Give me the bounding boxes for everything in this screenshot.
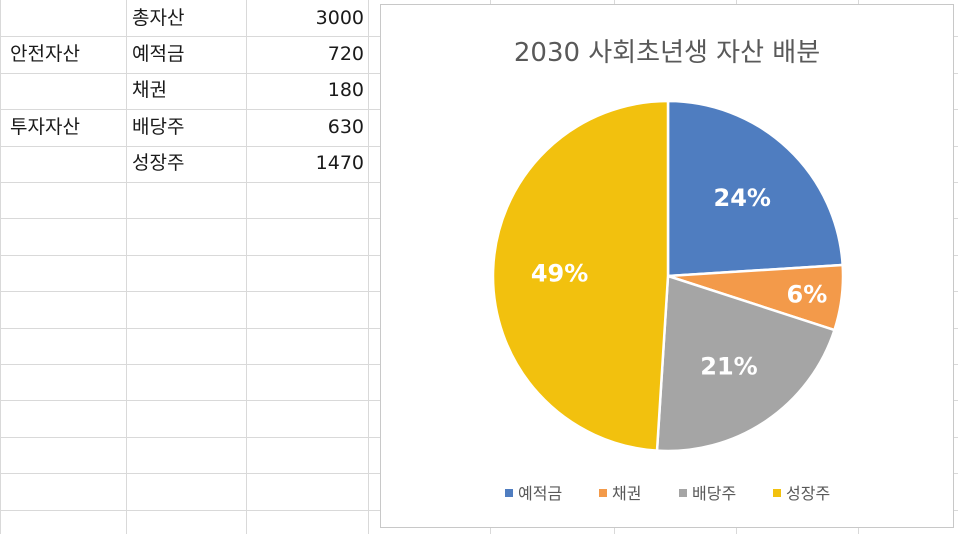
pie-chart-svg: 2030 사회초년생 자산 배분 24% 6% 21% 49% 예적금 채권 배당주 성장주 [491,38,845,503]
chart-legend: 예적금 채권 배당주 성장주 [505,484,830,503]
cell-value-2[interactable]: 180 [327,79,364,101]
pie-chart[interactable]: 2030 사회초년생 자산 배분 24% 6% 21% 49% 예적금 채권 배당주 성장주 [380,4,954,528]
cell-item-4[interactable]: 성장주 [132,152,185,174]
legend-label-1: 예적금 [518,484,562,503]
cell-group-1[interactable]: 안전자산 [10,43,80,65]
cell-item-3[interactable]: 배당주 [132,116,185,138]
cell-value-4[interactable]: 1470 [315,152,364,174]
pie-slice-4[interactable] [491,99,670,452]
cell-item-0[interactable]: 총자산 [132,7,185,29]
pie-slice-3[interactable] [655,274,837,453]
cell-value-3[interactable]: 630 [327,116,364,138]
chart-title: 2030 사회초년생 자산 배분 [514,38,820,68]
pie-slice-1[interactable] [666,99,844,278]
legend-label-3: 배당주 [692,484,736,503]
data-label-4: 49% [531,260,588,288]
cell-item-1[interactable]: 예적금 [132,43,185,65]
legend-label-2: 채권 [612,484,641,503]
pie-data-labels: 24% 6% 21% 49% [531,184,827,381]
data-label-2: 6% [787,281,828,309]
cell-value-0[interactable]: 3000 [315,7,364,29]
cell-group-3[interactable]: 투자자산 [10,116,80,138]
pie-slices [491,99,845,453]
cell-value-1[interactable]: 720 [327,43,364,65]
legend-label-4: 성장주 [786,484,830,503]
data-label-1: 24% [714,184,771,212]
legend-swatch-4 [773,489,781,497]
legend-swatch-3 [679,489,687,497]
legend-swatch-2 [599,489,607,497]
legend-swatch-1 [505,489,513,497]
cell-item-2[interactable]: 채권 [132,79,167,101]
data-label-3: 21% [700,353,757,381]
